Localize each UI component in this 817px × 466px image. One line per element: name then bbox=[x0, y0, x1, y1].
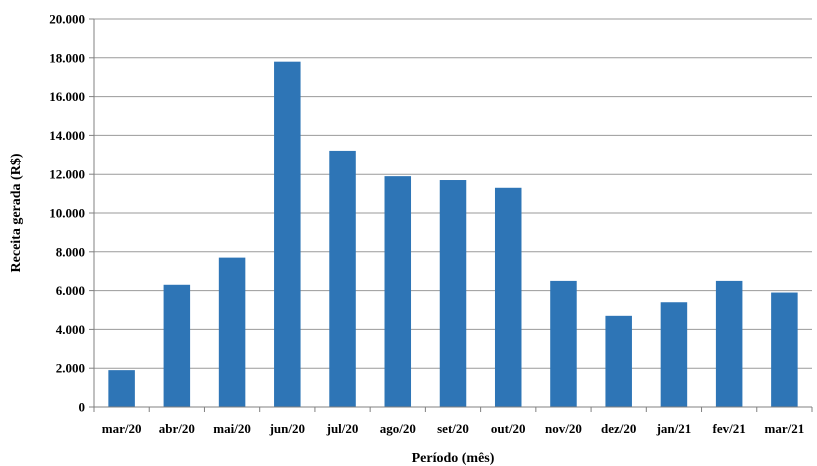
x-tick-label: dez/20 bbox=[601, 421, 636, 436]
y-tick-label: 2.000 bbox=[56, 361, 85, 376]
y-tick-label: 18.000 bbox=[49, 50, 85, 65]
y-tick-label: 6.000 bbox=[56, 283, 85, 298]
x-tick-label: jul/20 bbox=[326, 421, 359, 436]
bar bbox=[550, 281, 577, 407]
bar bbox=[108, 370, 135, 407]
y-tick-label: 16.000 bbox=[49, 89, 85, 104]
x-tick-label: ago/20 bbox=[380, 421, 416, 436]
x-tick-label: mar/20 bbox=[102, 421, 142, 436]
bar bbox=[219, 258, 246, 407]
bar bbox=[440, 180, 467, 407]
x-tick-label: out/20 bbox=[491, 421, 526, 436]
y-tick-label: 12.000 bbox=[49, 167, 85, 182]
x-tick-labels: mar/20 abr/20 mai/20 jun/20 jul/20 ago/20 set/… bbox=[102, 421, 804, 436]
y-tick-label: 20.000 bbox=[49, 12, 85, 27]
x-axis-title: Período (mês) bbox=[412, 451, 495, 466]
x-tick-label: jun/20 bbox=[269, 421, 305, 436]
bar bbox=[495, 188, 522, 407]
y-tick-label: 4.000 bbox=[56, 322, 85, 337]
y-tick-label: 0 bbox=[79, 400, 86, 415]
y-axis-title: Receita gerada (R$) bbox=[9, 153, 24, 272]
y-tick-label: 10.000 bbox=[49, 206, 85, 221]
bar bbox=[771, 293, 798, 407]
bar bbox=[605, 316, 632, 407]
x-tick-label: mai/20 bbox=[213, 421, 251, 436]
y-tick-label: 8.000 bbox=[56, 244, 85, 259]
x-tick-label: set/20 bbox=[437, 421, 469, 436]
x-tick-label: nov/20 bbox=[545, 421, 582, 436]
bars bbox=[108, 62, 797, 407]
y-tick-label: 14.000 bbox=[49, 128, 85, 143]
y-tick-labels: 0 2.000 4.000 6.000 8.000 10.000 12.000 14.000 1… bbox=[49, 12, 85, 415]
bar bbox=[164, 285, 191, 407]
x-tick-label: fev/21 bbox=[713, 421, 746, 436]
bar bbox=[329, 151, 356, 407]
bar bbox=[274, 62, 301, 407]
bar bbox=[716, 281, 743, 407]
x-tick-label: abr/20 bbox=[159, 421, 195, 436]
bar bbox=[385, 176, 412, 407]
x-tick-label: mar/21 bbox=[765, 421, 805, 436]
bar bbox=[661, 302, 688, 407]
x-tick-label: jan/21 bbox=[656, 421, 692, 436]
